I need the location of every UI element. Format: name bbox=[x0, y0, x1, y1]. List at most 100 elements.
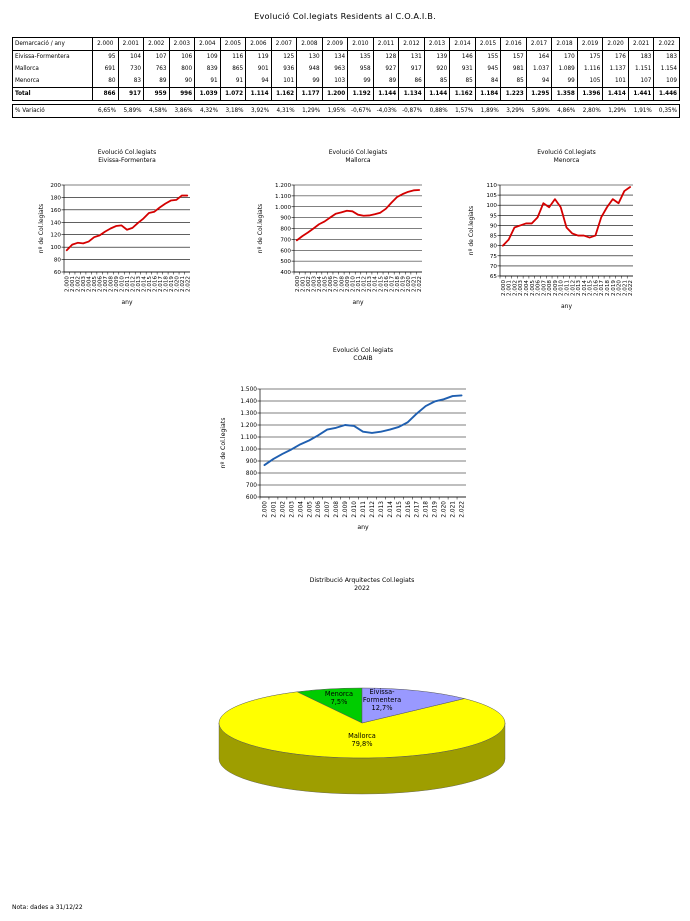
table-cell: 146 bbox=[449, 50, 476, 63]
x-tick-label: 2.021 bbox=[180, 276, 186, 292]
table-cell: 1.358 bbox=[551, 87, 578, 101]
x-tick-label: 2.003 bbox=[81, 276, 87, 292]
table-cell: 0,35% bbox=[653, 104, 680, 118]
y-tick-label: 65 bbox=[490, 274, 498, 280]
table-cell: 80 bbox=[92, 75, 119, 88]
x-tick-label: 2.005 bbox=[323, 276, 329, 292]
table-cell: -0,87% bbox=[398, 104, 425, 118]
y-axis-label: nº de Col.legiats bbox=[257, 204, 264, 253]
x-tick-label: 2.000 bbox=[65, 276, 71, 292]
table-header-year: 2.014 bbox=[449, 37, 476, 51]
y-tick-label: 1.100 bbox=[240, 435, 257, 441]
table-cell: 981 bbox=[500, 63, 527, 75]
table-cell: 6,65% bbox=[92, 104, 119, 118]
table-cell: 1.162 bbox=[270, 87, 298, 101]
table-cell: 927 bbox=[372, 63, 400, 75]
table-cell: 1.039 bbox=[194, 87, 221, 101]
table-header-year: 2.008 bbox=[296, 37, 323, 51]
x-tick-label: 2.017 bbox=[158, 276, 164, 292]
x-tick-label: 2.004 bbox=[524, 280, 530, 296]
table-header-year: 2.000 bbox=[92, 37, 119, 51]
x-tick-label: 2.008 bbox=[339, 276, 345, 292]
table-cell: 157 bbox=[500, 50, 527, 63]
pie-label: Menorca bbox=[325, 690, 353, 698]
table-cell: 1.396 bbox=[576, 87, 604, 101]
x-tick-label: 2.018 bbox=[424, 501, 430, 518]
table-cell: 945 bbox=[474, 63, 502, 75]
y-tick-label: 120 bbox=[50, 233, 61, 239]
table-cell: 3,86% bbox=[169, 104, 195, 118]
x-tick-label: 2.020 bbox=[617, 280, 623, 296]
table-cell: 1.414 bbox=[602, 87, 629, 101]
table-cell: 5,89% bbox=[526, 104, 552, 118]
x-tick-label: 2.001 bbox=[300, 276, 306, 292]
series-line bbox=[295, 189, 421, 242]
x-tick-label: 2.014 bbox=[582, 280, 588, 296]
x-tick-label: 2.010 bbox=[120, 276, 126, 292]
x-tick-label: 2.015 bbox=[397, 501, 403, 518]
table-cell: 183 bbox=[627, 50, 655, 63]
x-tick-label: 2.019 bbox=[169, 276, 175, 292]
table-total-row: Total 866 917 959 996 1.039 1.072 1.114 1.162 1.1… bbox=[12, 87, 680, 101]
x-axis-label: any bbox=[121, 299, 132, 306]
table-cell: 948 bbox=[296, 63, 323, 75]
table-cell: 89 bbox=[143, 75, 170, 88]
table-cell: 119 bbox=[245, 50, 272, 63]
table-header-year: 2.020 bbox=[602, 37, 629, 51]
table-cell: 116 bbox=[219, 50, 247, 63]
table-cell: 1.089 bbox=[551, 63, 578, 75]
table-cell: 1.295 bbox=[525, 87, 553, 101]
table-cell: 866 bbox=[92, 87, 119, 101]
chart-title: Evolució Col.legiats bbox=[333, 346, 393, 354]
table-cell: 128 bbox=[372, 50, 400, 63]
x-tick-label: 2.006 bbox=[328, 276, 334, 292]
y-tick-label: 500 bbox=[280, 259, 291, 265]
y-tick-label: 1.200 bbox=[240, 423, 257, 429]
x-tick-label: 2.012 bbox=[570, 280, 576, 296]
table-cell: 1.116 bbox=[576, 63, 604, 75]
table-cell: 134 bbox=[321, 50, 349, 63]
table-cell: 3,92% bbox=[245, 104, 272, 118]
table-cell: 4,58% bbox=[143, 104, 170, 118]
table-header-row: Demarcació / any 2.000 2.001 2.002 2.003 2.00… bbox=[12, 37, 680, 51]
x-axis-label: any bbox=[352, 299, 363, 306]
x-tick-label: 2.001 bbox=[70, 276, 76, 292]
table-cell: 1,91% bbox=[628, 104, 654, 118]
table-header-year: 2.003 bbox=[168, 37, 196, 51]
x-tick-label: 2.022 bbox=[628, 280, 634, 296]
table-cell: 90 bbox=[168, 75, 196, 88]
x-tick-label: 2.020 bbox=[406, 276, 412, 292]
x-tick-label: 2.004 bbox=[298, 501, 304, 518]
x-tick-label: 2.021 bbox=[451, 501, 457, 518]
table-cell: 94 bbox=[245, 75, 272, 88]
x-tick-label: 2.020 bbox=[174, 276, 180, 292]
y-tick-label: 600 bbox=[280, 248, 291, 254]
table-cell: 101 bbox=[270, 75, 298, 88]
table-cell: 135 bbox=[347, 50, 374, 63]
y-tick-label: 400 bbox=[280, 270, 291, 276]
x-axis-label: any bbox=[561, 303, 572, 310]
x-tick-label: 2.022 bbox=[417, 276, 423, 292]
table-cell: 95 bbox=[92, 50, 119, 63]
table-cell: 730 bbox=[117, 63, 145, 75]
x-tick-label: 2.008 bbox=[334, 501, 340, 518]
x-tick-label: 2.002 bbox=[76, 276, 82, 292]
table-cell: 5,89% bbox=[118, 104, 144, 118]
x-tick-label: 2.016 bbox=[384, 276, 390, 292]
chart-title: Evolució Col.legiats bbox=[329, 149, 387, 156]
x-tick-label: 2.019 bbox=[401, 276, 407, 292]
y-tick-label: 75 bbox=[490, 254, 498, 260]
chart-subtitle: Mallorca bbox=[345, 157, 370, 164]
pie-value-label: 79,8% bbox=[352, 740, 373, 748]
y-tick-label: 1.200 bbox=[275, 183, 291, 189]
table-cell: 109 bbox=[194, 50, 221, 63]
table-cell: 1.151 bbox=[627, 63, 655, 75]
x-tick-label: 2.017 bbox=[415, 501, 421, 518]
table-cell: 155 bbox=[474, 50, 502, 63]
x-tick-label: 2.013 bbox=[367, 276, 373, 292]
table-header-year: 2.010 bbox=[347, 37, 374, 51]
x-tick-label: 2.013 bbox=[136, 276, 142, 292]
y-tick-label: 60 bbox=[54, 270, 62, 276]
x-tick-label: 2.019 bbox=[433, 501, 439, 518]
table-cell: 959 bbox=[143, 87, 170, 101]
